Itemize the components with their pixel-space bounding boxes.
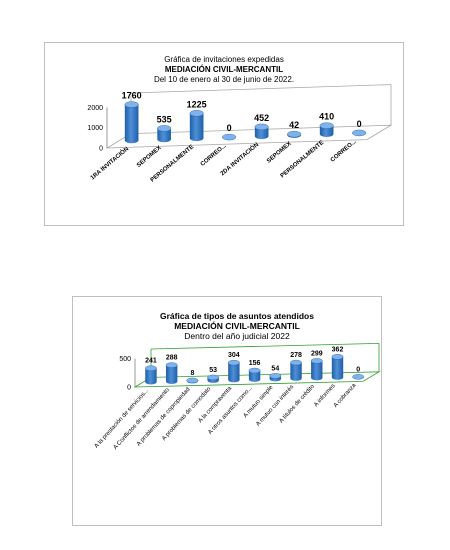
chart1-y-tick-label: 2000 [87, 105, 103, 112]
chart1-bar-top [222, 133, 237, 141]
chart2-bar-top [145, 365, 157, 371]
chart1-subtitle: MEDIACIÓN CIVIL-MERCANTIL [165, 65, 283, 74]
chart2-back-top-edge [150, 343, 380, 350]
chart1-category-label: 1RA INVITACIÓN [89, 145, 131, 182]
chart1-y-tick-label: 1000 [87, 125, 103, 132]
chart1-bar-top [189, 110, 204, 117]
chart2-bar [165, 365, 178, 384]
chart1-data-label: 0 [227, 123, 232, 133]
chart1-bar-top [319, 122, 334, 129]
chart1-data-label: 535 [157, 114, 172, 124]
chart2-bar-top [310, 358, 323, 364]
chart2-data-label: 8 [190, 370, 194, 377]
chart2-data-label: 54 [271, 365, 279, 372]
chart1-bar [254, 126, 269, 140]
chart2-bar [331, 356, 344, 380]
chart1-data-label: 1225 [187, 99, 207, 109]
chart2-bar-top [331, 354, 344, 360]
chart2-data-label: 362 [332, 346, 344, 353]
chart2-data-label: 299 [311, 350, 323, 357]
chart1-caption: Del 10 de enero al 30 de junio de 2022. [154, 75, 294, 84]
invitations-chart-panel: Gráfica de invitaciones expedidas MEDIAC… [44, 42, 404, 226]
chart1-bar [124, 104, 139, 144]
chart2-category-label: A mutuo con interés [255, 384, 295, 427]
chart1-data-label: 0 [357, 119, 362, 129]
chart2-bar-top [269, 373, 282, 379]
chart1-category-label: SEPOMEX [266, 141, 293, 165]
chart1-bar-top [124, 101, 139, 108]
chart2-bar-top [207, 374, 220, 381]
chart2-bar [311, 360, 323, 381]
chart1-bar-top [352, 129, 367, 137]
chart1-data-label: 42 [289, 120, 299, 130]
invitations-chart: Gráfica de invitaciones expedidas MEDIAC… [87, 55, 393, 184]
chart2-category-label: A títulos de crédito [278, 383, 316, 424]
chart2-bar-top [352, 374, 365, 380]
chart1-y-tick-label: 0 [99, 146, 103, 153]
chart2-bar [228, 362, 240, 383]
chart2-data-label: 53 [209, 367, 217, 374]
chart2-bar [145, 368, 157, 385]
chart2-bar [290, 362, 302, 381]
chart2-data-label: 241 [145, 358, 157, 365]
cases-chart: Gráfica de tipos de asuntos atendidos ME… [94, 311, 381, 451]
chart1-bar [189, 113, 204, 142]
chart1-bar [157, 128, 171, 143]
chart2-caption: Dentro del año judicial 2022 [184, 331, 290, 341]
chart1-bar-top [254, 123, 269, 131]
chart1-back-top-edge [130, 84, 392, 94]
chart1-data-label: 1760 [122, 91, 142, 101]
chart1-title: Gráfica de invitaciones expedidas [164, 55, 284, 64]
chart1-category-label: CORREO... [330, 139, 358, 164]
cases-chart-panel: Gráfica de tipos de asuntos atendidos ME… [72, 296, 382, 526]
chart1-bar-top [157, 125, 172, 132]
chart2-subtitle: MEDIACIÓN CIVIL-MERCANTIL [174, 320, 300, 331]
chart1-category-label: SEPOMEX [136, 145, 163, 169]
chart2-data-label: 278 [290, 352, 302, 359]
chart2-bar-top [186, 377, 199, 384]
chart2-bar-top [248, 367, 261, 374]
chart2-bar [248, 370, 261, 382]
chart2-data-label: 156 [249, 360, 261, 367]
chart2-category-label: A cobranza [333, 382, 358, 409]
chart2-data-label: 0 [356, 366, 360, 373]
chart1-data-label: 452 [254, 113, 269, 123]
chart2-bar-top [227, 359, 240, 366]
chart1-bar-top [287, 130, 302, 138]
chart2-data-label: 304 [228, 352, 240, 359]
chart2-bar-top [290, 359, 302, 366]
chart1-category-label: CORREO... [200, 143, 228, 168]
chart1-data-label: 410 [319, 112, 334, 122]
chart2-bar-top [165, 362, 178, 368]
chart2-data-label: 288 [166, 355, 178, 362]
chart2-y-tick-label: 500 [119, 356, 131, 363]
chart2-title: Gráfica de tipos de asuntos atendidos [160, 311, 314, 321]
chart2-y-tick-label: 0 [127, 385, 131, 392]
